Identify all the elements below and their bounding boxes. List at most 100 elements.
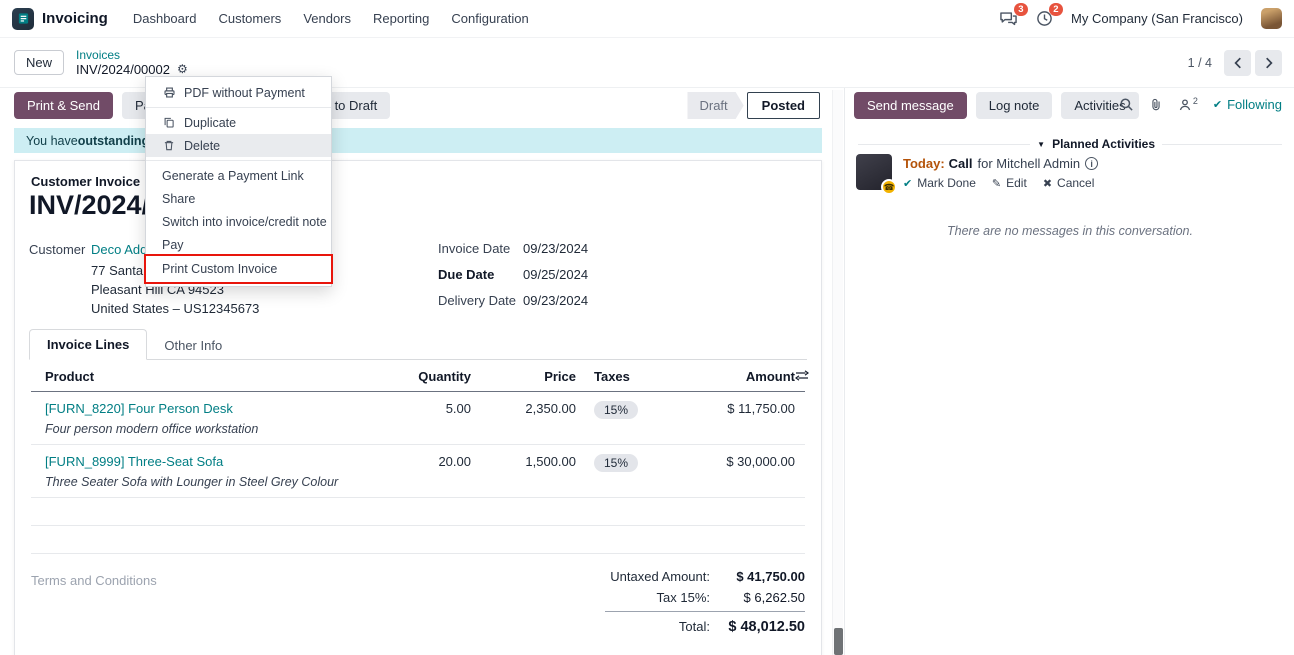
activities-icon[interactable]: 2 xyxy=(1036,3,1064,27)
nav-menu-reporting[interactable]: Reporting xyxy=(373,10,430,26)
nav-menu-customers[interactable]: Customers xyxy=(218,10,282,26)
untaxed-amount-label: Untaxed Amount: xyxy=(610,569,710,584)
optional-columns-icon[interactable] xyxy=(795,370,809,381)
invoice-lines-table: Product Quantity Price Taxes Amount [FUR… xyxy=(31,363,809,554)
mark-done-button[interactable]: ✔ Mark Done xyxy=(903,176,976,190)
scrollbar-thumb[interactable] xyxy=(834,628,843,655)
company-switcher[interactable]: My Company (San Francisco) xyxy=(1071,11,1243,26)
planned-activities-title: Planned Activities xyxy=(1052,137,1155,151)
edit-icon: ✎ xyxy=(991,177,1002,190)
action-gear-icon[interactable]: ⚙ xyxy=(176,62,188,77)
total-label: Total: xyxy=(678,619,710,634)
breadcrumb-invoices-link[interactable]: Invoices xyxy=(76,47,121,62)
pager-prev-button[interactable] xyxy=(1224,49,1251,76)
collapse-caret-icon[interactable]: ▼ xyxy=(1037,139,1046,149)
document-type-label: Customer Invoice xyxy=(31,174,141,189)
print-icon xyxy=(162,86,176,99)
info-icon[interactable]: i xyxy=(1085,157,1099,170)
call-activity-icon: ☎ xyxy=(881,179,897,195)
menu-item-switch-invoice-credit-note[interactable]: Switch into invoice/credit note xyxy=(162,214,327,229)
nav-menu-configuration[interactable]: Configuration xyxy=(451,10,529,26)
form-scrollbar[interactable] xyxy=(832,90,843,655)
nav-menu-vendors[interactable]: Vendors xyxy=(303,10,352,26)
menu-item-pdf-without-payment[interactable]: PDF without Payment xyxy=(146,81,331,104)
menu-separator xyxy=(146,107,331,108)
invoice-form-area: Print & Send Pay Reset to Draft Draft Po… xyxy=(0,88,845,655)
menu-item-share[interactable]: Share xyxy=(162,191,196,206)
chevron-left-icon xyxy=(1233,57,1241,68)
activities-count-badge: 2 xyxy=(1048,3,1064,16)
pager: 1 / 4 xyxy=(1187,49,1282,76)
menu-item-delete[interactable]: Delete xyxy=(146,134,331,157)
empty-conversation-message: There are no messages in this conversati… xyxy=(947,224,1193,238)
cancel-icon: ✖ xyxy=(1042,177,1053,190)
untaxed-amount-value: $ 41,750.00 xyxy=(736,569,805,584)
print-and-send-button[interactable]: Print & Send xyxy=(14,92,113,119)
pager-count: 1 / 4 xyxy=(1187,55,1212,70)
statusbar: Draft Posted xyxy=(687,92,820,119)
price-cell[interactable]: 2,350.00 xyxy=(525,401,576,416)
menu-item-print-custom-invoice[interactable]: Print Custom Invoice xyxy=(144,254,333,284)
new-button[interactable]: New xyxy=(14,50,65,75)
tax-badge[interactable]: 15% xyxy=(594,401,639,419)
tax-badge[interactable]: 15% xyxy=(594,454,639,472)
copy-icon xyxy=(162,116,176,129)
pager-next-button[interactable] xyxy=(1255,49,1282,76)
check-icon: ✔ xyxy=(903,177,913,190)
divider xyxy=(1162,143,1282,145)
invoice-date-value[interactable]: 09/23/2024 xyxy=(523,241,589,256)
menu-item-pay[interactable]: Pay xyxy=(162,237,184,252)
table-row[interactable]: [FURN_8999] Three-Seat Sofa Three Seater… xyxy=(31,445,805,498)
menu-item-duplicate[interactable]: Duplicate xyxy=(146,111,331,134)
table-row[interactable]: [FURN_8220] Four Person Desk Four person… xyxy=(31,392,805,445)
totals-block: Untaxed Amount: $ 41,750.00 Tax 15%: $ 6… xyxy=(605,569,805,641)
followers-icon[interactable]: 2 xyxy=(1178,95,1198,112)
table-header: Product Quantity Price Taxes Amount xyxy=(31,363,809,392)
customer-link[interactable]: Deco Addict xyxy=(91,242,161,257)
user-avatar[interactable] xyxy=(1261,8,1282,29)
messages-icon[interactable]: 3 xyxy=(999,3,1029,27)
activity-due: Today: xyxy=(903,156,945,171)
total-value: $ 48,012.50 xyxy=(728,619,805,635)
activities-button[interactable]: Activities xyxy=(1061,92,1139,119)
tab-other-info[interactable]: Other Info xyxy=(164,338,223,353)
notebook-tabs: Invoice Lines Other Info xyxy=(29,329,807,360)
send-message-button[interactable]: Send message xyxy=(854,92,967,119)
following-toggle[interactable]: ✔ Following xyxy=(1213,97,1282,112)
empty-line[interactable] xyxy=(31,498,805,526)
messages-count-badge: 3 xyxy=(1013,3,1029,16)
nav-menu-dashboard[interactable]: Dashboard xyxy=(132,10,197,26)
divider xyxy=(858,143,1031,145)
product-link[interactable]: [FURN_8999] Three-Seat Sofa xyxy=(45,454,224,469)
edit-activity-button[interactable]: ✎ Edit xyxy=(991,176,1027,190)
status-draft[interactable]: Draft xyxy=(687,92,743,119)
chatter-panel: Send message Log note Activities 2 ✔ Fol… xyxy=(846,88,1294,655)
activity-type: Call xyxy=(948,156,973,171)
followers-count: 2 xyxy=(1192,95,1198,106)
product-description: Three Seater Sofa with Lounger in Steel … xyxy=(45,475,339,489)
due-date-value[interactable]: 09/25/2024 xyxy=(523,267,589,282)
trash-icon xyxy=(162,139,176,152)
app-name[interactable]: Invoicing xyxy=(42,10,108,27)
log-note-button[interactable]: Log note xyxy=(975,92,1053,119)
terms-placeholder[interactable]: Terms and Conditions xyxy=(31,573,157,588)
attachments-icon[interactable] xyxy=(1149,97,1163,112)
tab-invoice-lines[interactable]: Invoice Lines xyxy=(29,329,148,360)
product-link[interactable]: [FURN_8220] Four Person Desk xyxy=(45,401,233,416)
empty-line[interactable] xyxy=(31,526,805,554)
menu-item-generate-payment-link[interactable]: Generate a Payment Link xyxy=(162,168,304,183)
search-messages-icon[interactable] xyxy=(1119,97,1134,112)
cancel-activity-button[interactable]: ✖ Cancel xyxy=(1042,176,1095,190)
activity-item: ☎ Today: Call for Mitchell Admin i ✔ Mar… xyxy=(856,154,1284,195)
quantity-cell[interactable]: 20.00 xyxy=(438,454,471,469)
apps-menu-icon[interactable] xyxy=(12,7,34,30)
top-navbar: Invoicing Dashboard Customers Vendors Re… xyxy=(0,0,1294,38)
alert-outstanding-link[interactable]: outstanding xyxy=(77,133,150,148)
invoice-date-label: Invoice Date xyxy=(438,241,511,256)
following-label: Following xyxy=(1227,97,1282,112)
delivery-date-value[interactable]: 09/23/2024 xyxy=(523,293,589,308)
invoice-sheet: Customer Invoice INV/2024/00002 Customer… xyxy=(14,160,822,655)
price-cell[interactable]: 1,500.00 xyxy=(525,454,576,469)
quantity-cell[interactable]: 5.00 xyxy=(445,401,471,416)
status-posted[interactable]: Posted xyxy=(746,92,820,119)
